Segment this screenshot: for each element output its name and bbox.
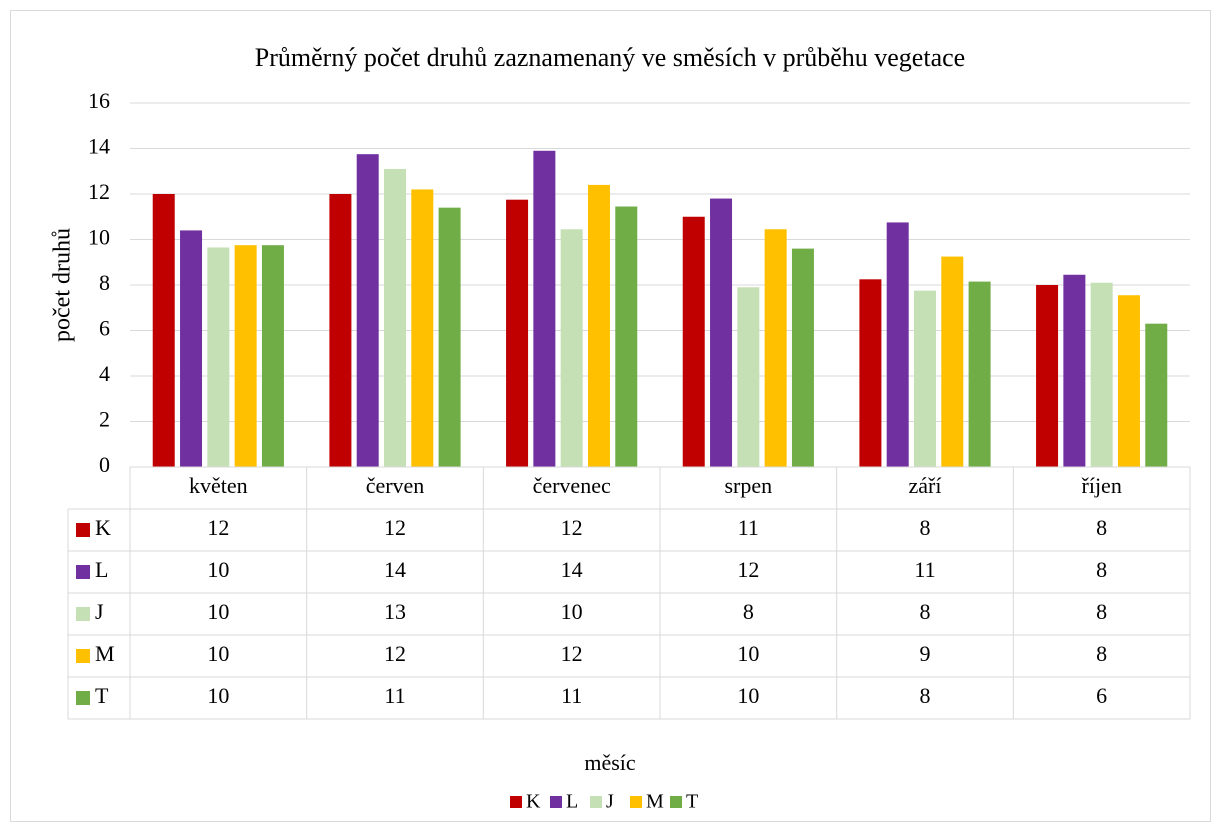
table-cell: 8 — [920, 683, 931, 708]
x-tick-label: červenec — [533, 473, 611, 498]
bar — [764, 229, 787, 467]
table-cell: 12 — [737, 557, 759, 582]
table-cell: 10 — [207, 557, 229, 582]
y-tick-label: 4 — [99, 361, 110, 386]
table-cell: 8 — [1096, 641, 1107, 666]
bar — [886, 222, 909, 467]
table-cell: 11 — [914, 557, 935, 582]
legend-key — [590, 796, 602, 808]
bar — [411, 189, 434, 467]
x-tick-label: srpen — [725, 473, 773, 498]
x-tick-label: červen — [366, 473, 425, 498]
bar — [914, 290, 936, 467]
bar — [384, 168, 406, 467]
table-cell: 12 — [561, 641, 583, 666]
bar — [941, 256, 964, 467]
table-cell: 11 — [384, 683, 405, 708]
legend-label: J — [606, 791, 614, 813]
legend-label: T — [686, 791, 698, 813]
x-tick-label: květen — [189, 473, 248, 498]
bar — [1036, 285, 1059, 467]
bar — [329, 194, 352, 467]
bar — [737, 287, 760, 467]
table-row-label: L — [95, 557, 108, 582]
bar — [859, 279, 882, 467]
bar — [587, 184, 610, 467]
y-tick-label: 16 — [88, 88, 110, 113]
y-axis-title: počet druhů — [50, 228, 76, 342]
table-cell: 12 — [207, 515, 229, 540]
legend-label: L — [566, 791, 578, 813]
table-cell: 10 — [737, 683, 759, 708]
bar — [1145, 323, 1168, 467]
table-cell: 11 — [738, 515, 759, 540]
bar — [180, 230, 203, 467]
table-cell: 10 — [737, 641, 759, 666]
bar — [234, 245, 257, 467]
bar — [682, 216, 705, 467]
table-cell: 13 — [384, 599, 406, 624]
legend-key — [510, 796, 522, 808]
table-cell: 10 — [207, 641, 229, 666]
table-cell: 12 — [561, 515, 583, 540]
table-cell: 6 — [1096, 683, 1107, 708]
bar — [1063, 274, 1086, 467]
table-cell: 8 — [1096, 515, 1107, 540]
table-legend-key — [76, 565, 90, 579]
bar — [560, 229, 583, 467]
table-cell: 10 — [207, 683, 229, 708]
bar — [438, 207, 461, 467]
bar — [533, 150, 556, 467]
bar — [615, 206, 638, 467]
table-row-label: K — [95, 515, 111, 540]
bar — [1117, 295, 1140, 467]
bar — [356, 154, 379, 467]
table-cell: 14 — [561, 557, 583, 582]
bar — [207, 247, 230, 467]
table-cell: 8 — [1096, 599, 1107, 624]
x-tick-label: září — [909, 473, 942, 498]
table-cell: 8 — [920, 515, 931, 540]
y-tick-label: 14 — [88, 134, 110, 159]
table-legend-key — [76, 691, 90, 705]
table-cell: 8 — [920, 599, 931, 624]
y-tick-label: 10 — [88, 225, 110, 250]
legend-key — [550, 796, 562, 808]
y-tick-label: 12 — [88, 179, 110, 204]
table-cell: 11 — [561, 683, 582, 708]
table-row-label: T — [95, 683, 109, 708]
legend-label: M — [646, 791, 664, 813]
legend-key — [670, 796, 682, 808]
bar — [506, 199, 529, 467]
y-tick-label: 0 — [99, 452, 110, 477]
legend-label: K — [526, 791, 541, 813]
table-cell: 10 — [207, 599, 229, 624]
table-cell: 10 — [561, 599, 583, 624]
table-cell: 8 — [743, 599, 754, 624]
chart-title: Průměrný počet druhů zaznamenaný ve směs… — [255, 43, 965, 72]
bar — [710, 198, 733, 468]
table-legend-key — [76, 607, 90, 621]
table-legend-key — [76, 649, 90, 663]
bar — [1090, 282, 1113, 467]
bar — [791, 248, 814, 467]
table-row-label: J — [95, 599, 104, 624]
bar — [968, 281, 991, 467]
table-row-label: M — [95, 641, 115, 666]
y-tick-label: 6 — [99, 316, 110, 341]
x-axis-title: měsíc — [584, 750, 636, 775]
y-tick-label: 2 — [99, 407, 110, 432]
table-cell: 9 — [920, 641, 931, 666]
table-cell: 8 — [1096, 557, 1107, 582]
table-cell: 12 — [384, 641, 406, 666]
table-cell: 14 — [384, 557, 406, 582]
bar — [261, 245, 284, 467]
legend-key — [630, 796, 642, 808]
y-tick-label: 8 — [99, 270, 110, 295]
table-cell: 12 — [384, 515, 406, 540]
x-tick-label: říjen — [1082, 473, 1122, 498]
bar — [152, 194, 175, 467]
table-legend-key — [76, 523, 90, 537]
